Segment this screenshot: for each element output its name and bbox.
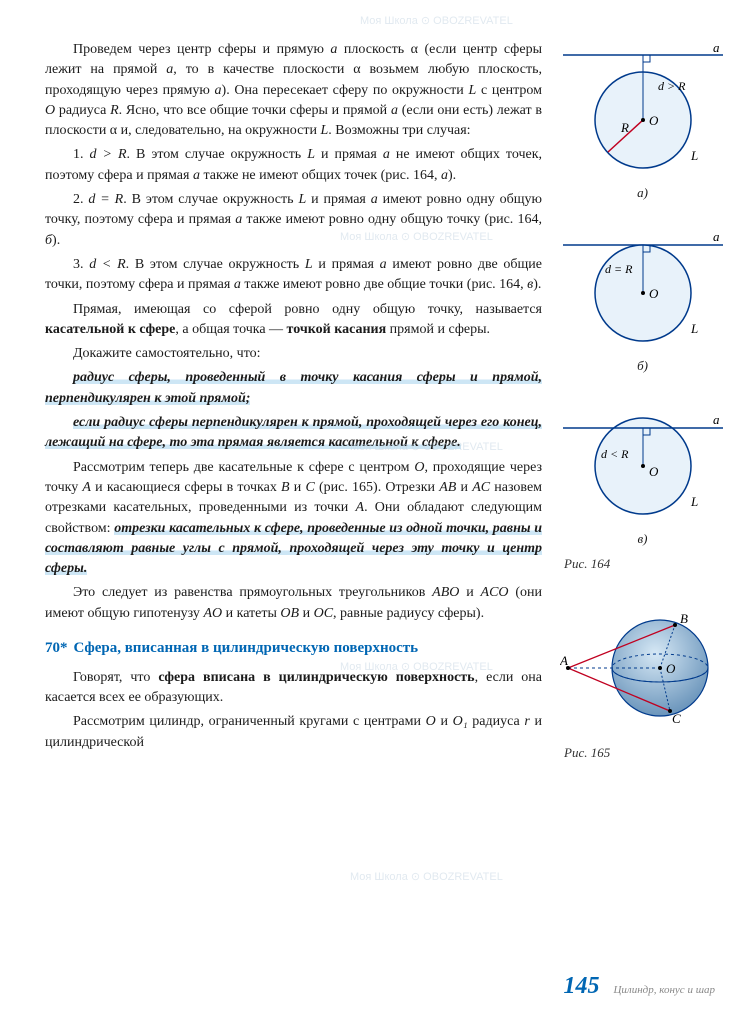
subfigure-label: б) [560,357,725,376]
svg-text:L: L [690,494,698,509]
paragraph-case1: 1. d > R. В этом случае окружность L и п… [45,145,542,186]
paragraph-case2: 2. d = R. В этом случае окружность L и п… [45,190,542,251]
svg-text:d < R: d < R [601,447,629,461]
paragraph-theorem2: если радиус сферы перпендикулярен к прям… [45,413,542,454]
paragraph-prove: Докажите самостоятельно, что: [45,344,542,364]
figure-caption: Рис. 164 [564,555,725,574]
page-content: Проведем через центр сферы и прямую a пл… [45,40,725,783]
svg-text:a: a [713,412,720,427]
page-footer: 145 Цилиндр, конус и шар [563,969,715,1004]
svg-text:a: a [713,40,720,55]
chapter-name: Цилиндр, конус и шар [613,983,715,999]
svg-text:C: C [672,711,681,726]
paragraph-theorem1: радиус сферы, проведенный в точку касани… [45,368,542,409]
paragraph-definition: Прямая, имеющая со сферой ровно одну общ… [45,300,542,341]
watermark: Моя Школа ⊙ OBOZREVATEL [360,14,513,30]
figure-165: A B C O Рис. 165 [560,603,725,763]
svg-text:L: L [690,321,698,336]
figure-164a: a O R d > R L а) [560,40,725,203]
figure-164b: a O d = R L б) [560,223,725,376]
paragraph: Проведем через центр сферы и прямую a пл… [45,40,542,141]
paragraph-tangents: Рассмотрим теперь две касательные к сфер… [45,458,542,580]
svg-text:A: A [560,653,568,668]
paragraph-proof: Это следует из равенства прямоугольных т… [45,583,542,624]
watermark: Моя Школа ⊙ OBOZREVATEL [350,870,503,886]
paragraph-cylinder: Рассмотрим цилиндр, ограниченный кругами… [45,712,542,753]
figure-caption: Рис. 165 [564,744,725,763]
svg-text:L: L [690,148,698,163]
svg-text:d > R: d > R [658,79,686,93]
subfigure-label: в) [560,530,725,549]
figure-164v: a O d < R L в) Рис. 164 [560,396,725,574]
paragraph-case3: 3. d < R. В этом случае окружность L и п… [45,255,542,296]
svg-text:d = R: d = R [605,262,633,276]
svg-text:O: O [649,464,659,479]
svg-text:B: B [680,611,688,626]
svg-text:O: O [649,286,659,301]
section-heading: 70*Сфера, вписанная в цилиндрическую пов… [45,638,542,660]
svg-text:R: R [620,120,629,135]
svg-text:O: O [666,661,676,676]
paragraph-inscribed: Говорят, что сфера вписана в цилиндричес… [45,668,542,709]
subfigure-label: а) [560,184,725,203]
page-number: 145 [563,969,599,1004]
main-text-column: Проведем через центр сферы и прямую a пл… [45,40,542,783]
figure-column: a O R d > R L а) a O [560,40,725,783]
svg-text:O: O [649,113,659,128]
svg-text:a: a [713,229,720,244]
